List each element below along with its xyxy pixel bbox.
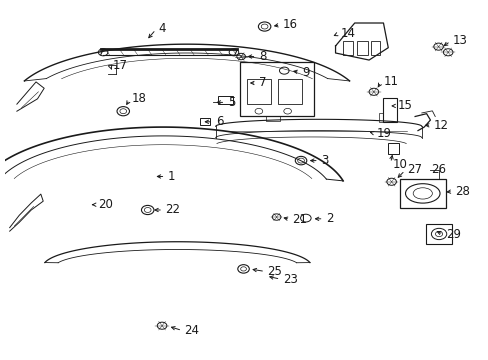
Bar (378, 113, 383, 122)
Text: 1: 1 (167, 170, 175, 183)
Text: 16: 16 (282, 18, 297, 31)
Text: 2: 2 (325, 212, 333, 225)
Text: 14: 14 (340, 27, 355, 40)
Text: 10: 10 (392, 158, 407, 171)
Text: 17: 17 (112, 59, 127, 72)
Text: 5: 5 (227, 96, 235, 109)
Bar (200, 118, 209, 125)
Text: 29: 29 (445, 228, 460, 241)
Text: 26: 26 (430, 163, 446, 176)
Text: 12: 12 (433, 119, 448, 132)
Text: 28: 28 (454, 185, 469, 198)
Bar (425, 224, 451, 243)
Bar (246, 80, 270, 104)
Text: 7: 7 (258, 76, 266, 90)
Text: 19: 19 (376, 127, 390, 140)
Bar (342, 41, 352, 55)
Text: 3: 3 (321, 154, 328, 167)
Text: 22: 22 (165, 203, 180, 216)
Bar (218, 96, 233, 104)
Text: 11: 11 (383, 75, 398, 88)
Bar (387, 143, 398, 154)
Text: 9: 9 (302, 66, 309, 79)
Text: 18: 18 (132, 93, 146, 105)
Bar (399, 179, 445, 208)
Bar (356, 41, 367, 55)
Bar (371, 41, 379, 55)
Text: 25: 25 (267, 265, 282, 278)
Text: 13: 13 (452, 34, 467, 47)
Text: 8: 8 (258, 50, 265, 63)
Text: 20: 20 (98, 198, 113, 211)
Text: 4: 4 (158, 22, 165, 35)
Text: 23: 23 (282, 273, 297, 286)
Text: 15: 15 (397, 99, 412, 112)
Text: 6: 6 (215, 115, 223, 128)
Text: 21: 21 (292, 213, 307, 226)
Bar (383, 98, 396, 122)
Text: 27: 27 (407, 163, 422, 176)
Text: 24: 24 (184, 324, 199, 337)
Bar (239, 62, 313, 117)
Bar (278, 80, 302, 104)
